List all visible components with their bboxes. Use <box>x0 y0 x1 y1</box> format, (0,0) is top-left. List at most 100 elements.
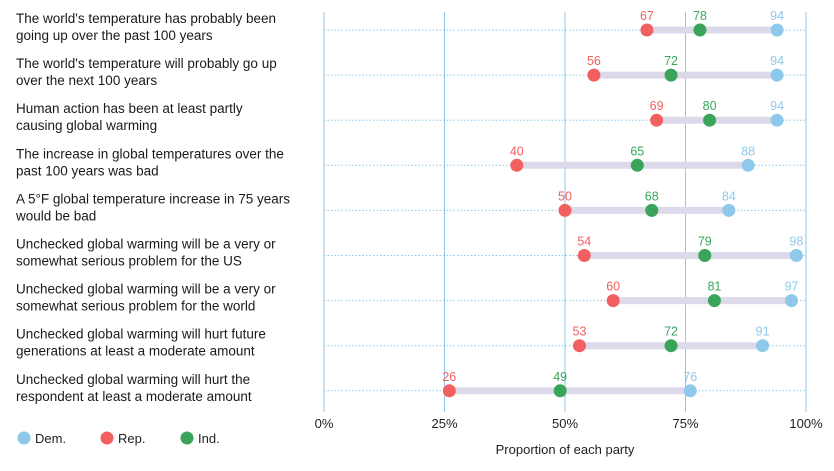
ind-value-label: 65 <box>630 144 644 158</box>
row-4: A 5°F global temperature increase in 75 … <box>15 189 806 223</box>
dem-point <box>770 113 784 127</box>
row-label: Unchecked global warming will hurt the <box>16 372 250 387</box>
row-label: would be bad <box>15 208 96 223</box>
dem-value-label: 94 <box>770 9 784 23</box>
row-label: Unchecked global warming will be a very … <box>16 237 276 252</box>
ind-value-label: 78 <box>693 9 707 23</box>
legend: Dem. Rep. Ind. <box>17 431 220 446</box>
ind-point <box>630 158 644 172</box>
dem-point <box>756 339 770 353</box>
legend-item-2: Ind. <box>180 431 220 446</box>
row-3: The increase in global temperatures over… <box>16 144 806 178</box>
rep-value-label: 53 <box>573 325 587 339</box>
rep-value-label: 56 <box>587 54 601 68</box>
rep-value-label: 54 <box>577 235 591 249</box>
dem-value-label: 98 <box>789 235 803 249</box>
ind-value-label: 79 <box>698 235 712 249</box>
row-label: Human action has been at least partly <box>16 101 243 116</box>
x-tick-label: 100% <box>789 416 823 431</box>
dem-value-label: 84 <box>722 189 736 203</box>
row-label: Unchecked global warming will be a very … <box>16 282 276 297</box>
rep-point <box>442 384 456 398</box>
row-label: The increase in global temperatures over… <box>16 146 284 161</box>
ind-point <box>703 113 717 127</box>
row-2: Human action has been at least partly cau… <box>16 99 806 133</box>
dem-point <box>722 203 736 217</box>
row-label: past 100 years was bad <box>16 163 159 178</box>
row-label: respondent at least a moderate amount <box>16 389 252 404</box>
legend-item-1: Rep. <box>100 431 145 446</box>
x-tick-label: 0% <box>315 416 334 431</box>
row-0: The world's temperature has probably bee… <box>16 9 806 43</box>
row-8: Unchecked global warming will hurt the re… <box>16 370 806 404</box>
ind-point <box>645 203 659 217</box>
row-label: The world's temperature will probably go… <box>16 56 277 71</box>
rep-value-label: 50 <box>558 189 572 203</box>
row-label: somewhat serious problem for the US <box>16 254 242 269</box>
row-label: generations at least a moderate amount <box>16 344 255 359</box>
rep-value-label: 26 <box>442 370 456 384</box>
legend-label: Dem. <box>35 431 66 446</box>
x-tick-label: 50% <box>552 416 578 431</box>
x-axis-ticks: 0% 25% 50% 75% 100% <box>315 416 823 431</box>
ind-point <box>707 294 721 308</box>
ind-point <box>664 68 678 82</box>
dem-value-label: 97 <box>785 280 799 294</box>
legend-swatch <box>100 431 114 445</box>
row-label: A 5°F global temperature increase in 75 … <box>16 191 290 206</box>
row-label: somewhat serious problem for the world <box>16 299 255 314</box>
legend-label: Rep. <box>118 431 145 446</box>
row-label: over the next 100 years <box>16 73 157 88</box>
row-1: The world's temperature will probably go… <box>16 54 806 88</box>
legend-item-0: Dem. <box>17 431 66 446</box>
dem-value-label: 91 <box>756 325 770 339</box>
legend-swatch <box>17 431 31 445</box>
ind-point <box>698 249 712 262</box>
dem-value-label: 76 <box>683 370 697 384</box>
rows: The world's temperature has probably bee… <box>15 9 806 404</box>
dem-point <box>683 384 697 398</box>
dem-point <box>785 294 799 308</box>
rep-point <box>577 249 591 262</box>
rep-point <box>510 158 524 172</box>
ind-value-label: 49 <box>553 370 567 384</box>
row-5: Unchecked global warming will be a very … <box>16 235 806 269</box>
dem-point <box>770 23 784 37</box>
x-axis-title: Proportion of each party <box>496 442 635 457</box>
row-label: The world's temperature has probably bee… <box>16 11 276 26</box>
dem-value-label: 94 <box>770 99 784 113</box>
dem-point <box>741 158 755 172</box>
dem-point <box>770 68 784 82</box>
ind-value-label: 72 <box>664 325 678 339</box>
x-tick-label: 25% <box>431 416 457 431</box>
row-label: Unchecked global warming will hurt futur… <box>16 327 266 342</box>
row-7: Unchecked global warming will hurt futur… <box>16 325 806 359</box>
row-6: Unchecked global warming will be a very … <box>16 280 806 314</box>
ind-value-label: 68 <box>645 189 659 203</box>
row-label: causing global warming <box>16 118 157 133</box>
rep-point <box>606 294 620 308</box>
rep-point <box>640 23 654 37</box>
rep-value-label: 40 <box>510 144 524 158</box>
ind-value-label: 80 <box>703 99 717 113</box>
rep-point <box>587 68 601 82</box>
rep-value-label: 69 <box>650 99 664 113</box>
row-label: going up over the past 100 years <box>16 28 213 43</box>
dem-point <box>789 249 803 262</box>
x-tick-label: 75% <box>672 416 698 431</box>
rep-point <box>572 339 586 353</box>
dem-value-label: 94 <box>770 54 784 68</box>
dem-value-label: 88 <box>741 144 755 158</box>
ind-value-label: 81 <box>707 280 721 294</box>
ind-point <box>553 384 567 398</box>
rep-value-label: 60 <box>606 280 620 294</box>
rep-point <box>558 203 572 217</box>
ind-value-label: 72 <box>664 54 678 68</box>
ind-point <box>664 339 678 353</box>
rep-point <box>650 113 664 127</box>
rep-value-label: 67 <box>640 9 654 23</box>
ind-point <box>693 23 707 37</box>
legend-label: Ind. <box>198 431 220 446</box>
legend-swatch <box>180 431 194 445</box>
